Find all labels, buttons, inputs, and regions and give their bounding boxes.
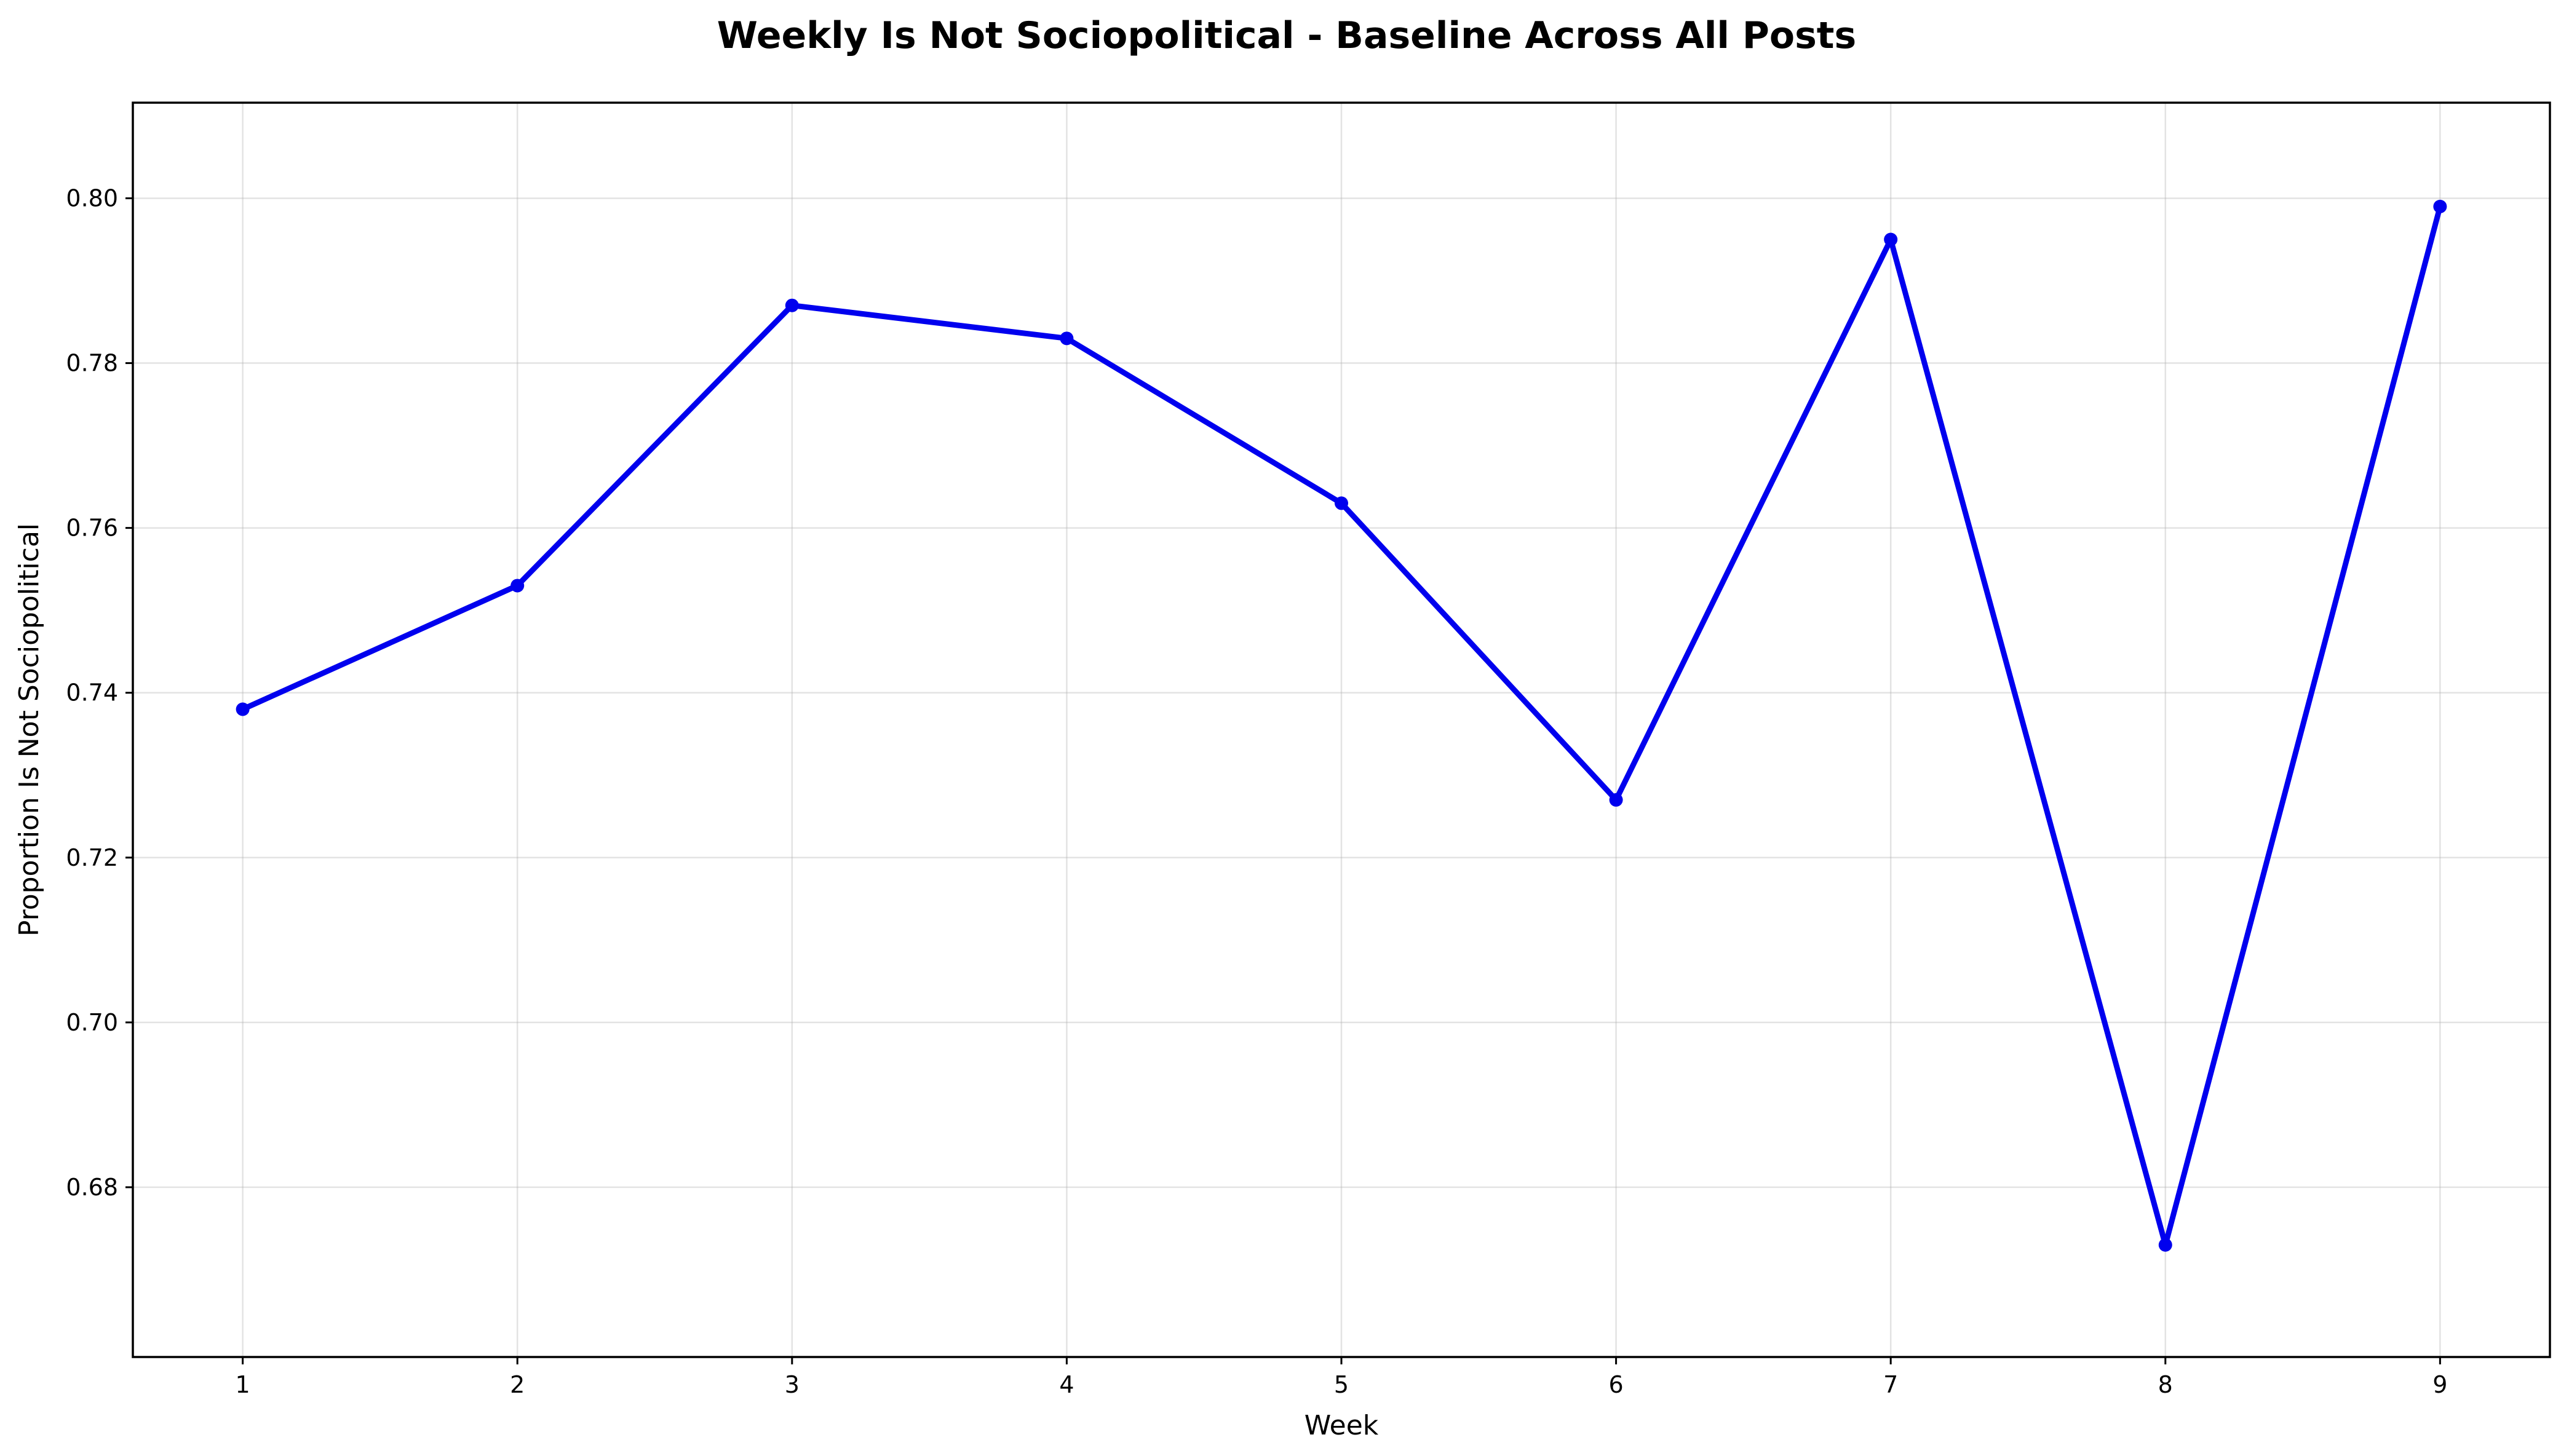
x-tick-label: 7	[1883, 1371, 1898, 1398]
x-tick-label: 4	[1059, 1371, 1074, 1398]
x-tick-label: 5	[1334, 1371, 1349, 1398]
y-tick-label: 0.68	[66, 1174, 118, 1201]
data-point	[236, 702, 250, 716]
x-tick-label: 6	[1608, 1371, 1623, 1398]
data-point	[1335, 496, 1348, 510]
data-point	[1884, 232, 1898, 247]
x-tick-label: 2	[510, 1371, 525, 1398]
y-axis-label: Proportion Is Not Sociopolitical	[14, 523, 45, 936]
x-tick-label: 8	[2158, 1371, 2173, 1398]
x-axis-label: Week	[1304, 1410, 1379, 1441]
series-layer	[236, 199, 2447, 1252]
y-tick-label: 0.76	[66, 515, 118, 542]
data-point	[1060, 331, 1074, 346]
data-point	[2433, 199, 2447, 213]
data-point	[785, 298, 799, 312]
x-tick-label: 9	[2432, 1371, 2447, 1398]
x-tick-label: 3	[785, 1371, 800, 1398]
y-tick-label: 0.70	[66, 1009, 118, 1036]
data-point	[1609, 793, 1623, 807]
y-tick-label: 0.74	[66, 679, 118, 706]
x-tick-label: 1	[236, 1371, 250, 1398]
y-tick-label: 0.78	[66, 350, 118, 377]
data-point	[2158, 1238, 2172, 1252]
y-axis: 0.68 0.70 0.72 0.74 0.76 0.78 0.80	[66, 184, 133, 1201]
x-axis: 1 2 3 4 5 6 7 8 9	[236, 1357, 2447, 1398]
y-tick-label: 0.80	[66, 184, 118, 212]
chart-title: Weekly Is Not Sociopolitical - Baseline …	[717, 14, 1856, 57]
y-tick-label: 0.72	[66, 844, 118, 871]
data-point	[510, 579, 525, 593]
